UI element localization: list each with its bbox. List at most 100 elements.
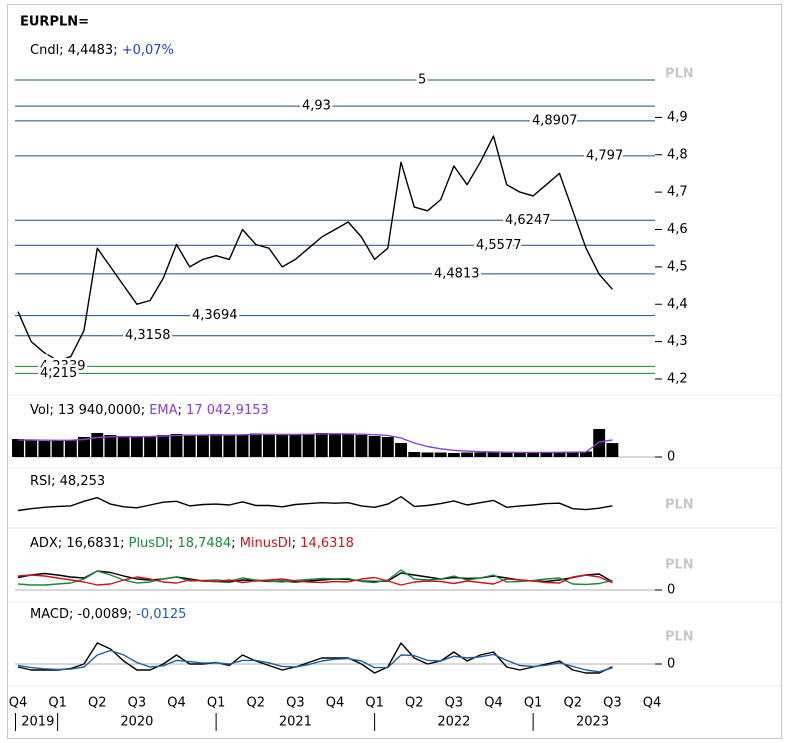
volume-bar: [117, 436, 130, 457]
volume-bar: [263, 434, 275, 457]
unit-label: PLN: [665, 498, 694, 513]
legend-separator: ;: [128, 607, 137, 622]
y-tick-label: 4,4: [667, 297, 688, 312]
volume-bar: [368, 436, 381, 457]
legend-entry: +0,07%: [122, 43, 174, 58]
legend-entry: 4,4483: [68, 43, 114, 58]
volume-bar: [157, 435, 170, 457]
level-label: 4,4813: [434, 266, 480, 281]
x-tick-label: Q1: [48, 696, 67, 711]
volume-bar: [408, 452, 421, 457]
x-tick-label: Q3: [445, 696, 464, 711]
volume-bar: [355, 435, 368, 457]
volume-bar: [381, 437, 394, 457]
legend-separator: ;: [59, 43, 68, 58]
frame: [7, 4, 782, 739]
legend-separator: ;: [113, 43, 122, 58]
x-tick-label: Q4: [326, 696, 345, 711]
legend-entry: 18,7484: [177, 536, 231, 551]
volume-bar: [236, 434, 249, 457]
legend-separator: ;: [69, 607, 78, 622]
y-tick-label: 4,2: [667, 372, 688, 387]
volume-bar: [38, 441, 51, 457]
unit-label: PLN: [665, 67, 694, 82]
x-tick-label: Q4: [9, 696, 28, 711]
y-tick-label: 4,8: [667, 147, 688, 162]
volume-bar: [342, 434, 355, 457]
unit-label: PLN: [665, 630, 694, 645]
year-label: 2019: [21, 715, 54, 730]
legend-entry: ADX: [30, 536, 58, 551]
y-tick-label: 4,7: [667, 185, 688, 200]
legend-separator: ;: [231, 536, 240, 551]
series-line: [17, 574, 613, 586]
volume-bar: [447, 453, 460, 457]
volume-bar: [130, 437, 143, 457]
volume-bar: [500, 453, 513, 457]
volume-bar: [289, 434, 302, 457]
x-tick-label: Q1: [365, 696, 384, 711]
legend-entry: -0,0089: [77, 607, 127, 622]
volume-bar: [183, 434, 196, 457]
level-label: 4,8907: [532, 113, 578, 128]
volume-bar: [553, 452, 566, 457]
level-label: 4,6247: [505, 213, 551, 228]
volume-bar: [302, 434, 315, 457]
legend: ADX; 16,6831; PlusDI; 18,7484; MinusDI; …: [30, 536, 354, 551]
x-tick-label: Q3: [128, 696, 147, 711]
volume-bar: [315, 433, 328, 457]
legend-entry: 17 042,9153: [186, 403, 269, 418]
year-label: 2023: [576, 715, 609, 730]
year-label: 2020: [120, 715, 153, 730]
level-label: 4,3158: [125, 328, 171, 343]
year-label: 2021: [279, 715, 312, 730]
legend-entry: MinusDI: [240, 536, 292, 551]
legend: MACD; -0,0089; -0,0125: [30, 607, 186, 622]
legend-entry: Cndl: [30, 43, 59, 58]
y-tick-label: 4,9: [667, 110, 688, 125]
volume-bar: [91, 433, 104, 457]
volume-bar: [223, 435, 236, 457]
legend-entry: 48,253: [60, 474, 106, 489]
x-tick-label: Q2: [405, 696, 424, 711]
x-tick-label: Q3: [603, 696, 622, 711]
x-tick-label: Q3: [286, 696, 305, 711]
volume-bar: [144, 436, 157, 457]
volume-bar: [12, 439, 24, 457]
volume-bar: [395, 443, 407, 457]
legend-entry: -0,0125: [136, 607, 186, 622]
x-tick-label: Q2: [563, 696, 582, 711]
legend-entry: 14,6318: [300, 536, 354, 551]
legend-entry: 16,6831: [66, 536, 120, 551]
volume-bar: [329, 433, 341, 457]
legend-separator: ;: [178, 403, 187, 418]
legend-separator: ;: [120, 536, 129, 551]
legend-separator: ;: [169, 536, 178, 551]
level-label: 4,3694: [192, 308, 238, 323]
volume-bar: [51, 440, 64, 457]
unit-label: PLN: [665, 558, 694, 573]
legend-separator: ;: [292, 536, 301, 551]
volume-bar: [606, 443, 619, 457]
volume-bar: [249, 433, 262, 457]
x-tick-label: Q2: [246, 696, 265, 711]
volume-bar: [566, 452, 579, 457]
year-label: 2022: [437, 715, 470, 730]
volume-bar: [210, 434, 223, 457]
series-line: [17, 569, 613, 586]
volume-bar: [421, 452, 434, 457]
x-tick-label: Q4: [643, 696, 662, 711]
series-line: [17, 642, 613, 674]
volume-bar: [196, 435, 209, 457]
x-tick-label: Q1: [207, 696, 226, 711]
level-label: 4,797: [586, 148, 623, 163]
level-label: 4,5577: [476, 238, 522, 253]
legend-entry: MACD: [30, 607, 69, 622]
legend-separator: ;: [141, 403, 150, 418]
legend-entry: RSI: [30, 474, 51, 489]
y-tick-label: 0: [667, 657, 675, 672]
volume-bar: [474, 452, 487, 457]
volume-bar: [461, 452, 474, 457]
y-tick-label: 0: [667, 583, 675, 598]
y-tick-label: 4,3: [667, 334, 688, 349]
